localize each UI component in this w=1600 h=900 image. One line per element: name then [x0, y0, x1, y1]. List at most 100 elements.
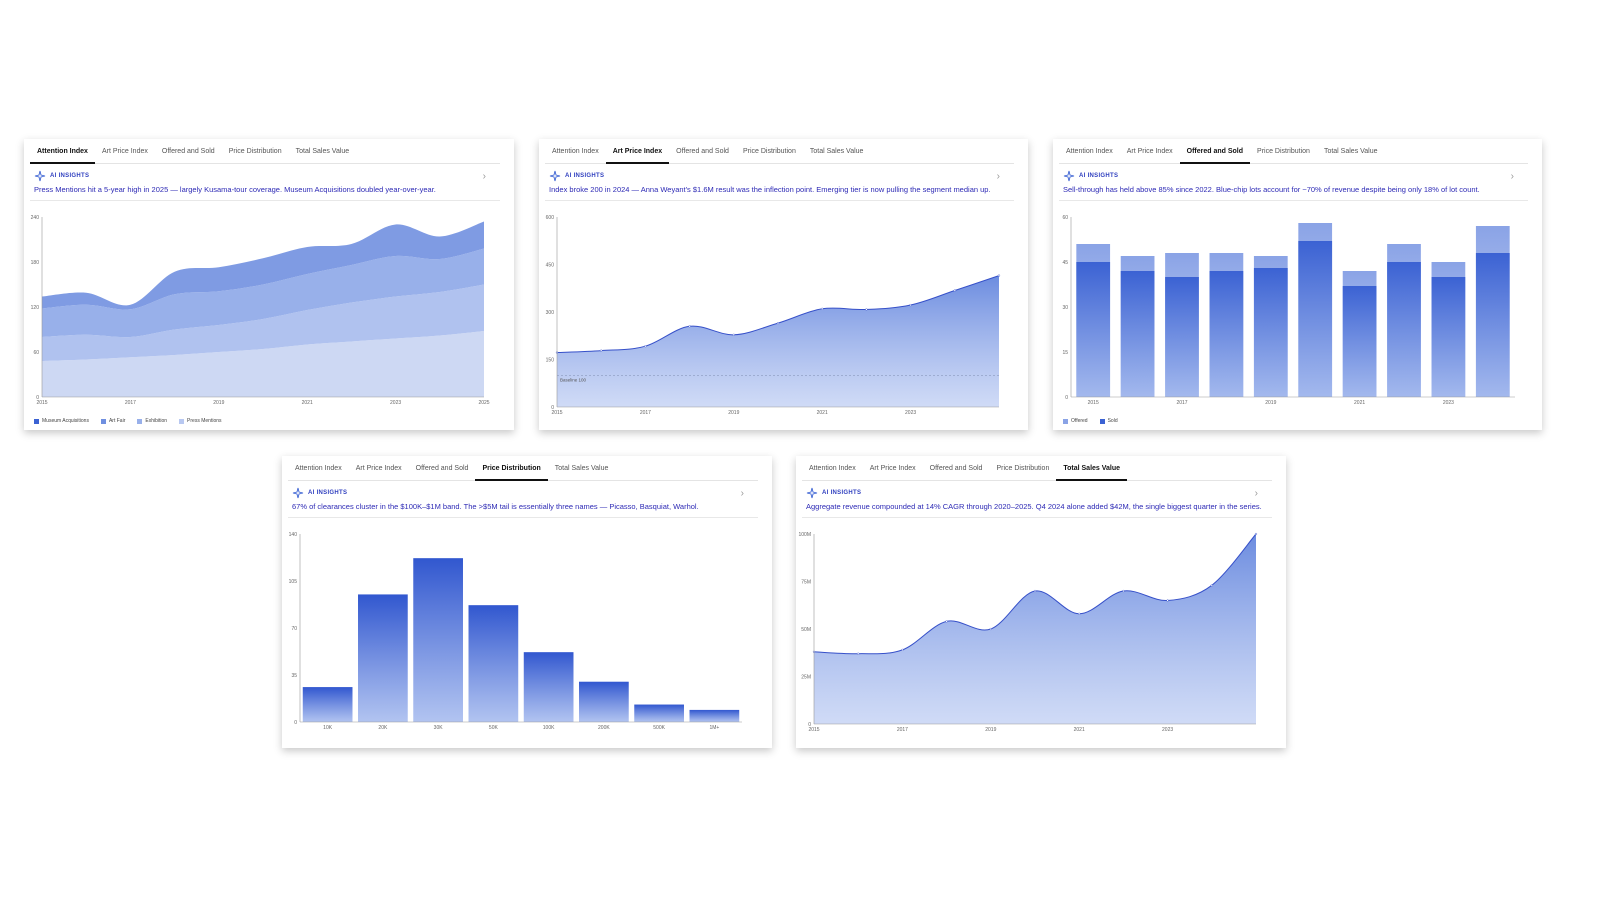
data-point [901, 648, 904, 651]
tab-price-distribution[interactable]: Price Distribution [475, 456, 549, 481]
y-tick-label: 100M [798, 532, 811, 538]
insight-text: 67% of clearances cluster in the $100K–$… [292, 502, 699, 511]
tab-total-sales-value[interactable]: Total Sales Value [1056, 456, 1127, 481]
x-tick-label: 2017 [640, 410, 651, 416]
chevron-right-icon[interactable]: › [1510, 171, 1514, 182]
data-point [1033, 589, 1037, 593]
x-tick-label: 2023 [1162, 727, 1173, 733]
data-point [732, 333, 735, 336]
y-tick-label: 0 [36, 395, 39, 401]
area-fill [557, 275, 999, 407]
y-tick-label: 0 [1065, 395, 1068, 401]
tab-total-sales-value[interactable]: Total Sales Value [295, 148, 350, 155]
legend-item-museum-acquisitions[interactable]: Museum Acquisitions [34, 418, 89, 424]
legend-label: Museum Acquisitions [42, 418, 89, 424]
y-tick-label: 75M [801, 580, 811, 586]
tab-attention-index[interactable]: Attention Index [295, 465, 342, 472]
x-tick-label: 30K [434, 725, 444, 731]
legend-item-sold[interactable]: Sold [1099, 418, 1118, 424]
chevron-right-icon[interactable]: › [482, 171, 486, 182]
tab-art-price-index[interactable]: Art Price Index [869, 465, 916, 472]
data-point [1166, 599, 1169, 602]
legend-item-exhibition[interactable]: Exhibition [137, 418, 167, 424]
legend-item-press-mentions[interactable]: Press Mentions [179, 418, 222, 424]
tab-total-sales-value[interactable]: Total Sales Value [554, 465, 609, 472]
tab-total-sales-value[interactable]: Total Sales Value [1323, 148, 1378, 155]
sparkle-icon [292, 487, 304, 499]
tab-offered-and-sold[interactable]: Offered and Sold [676, 148, 729, 155]
x-tick-label: 2023 [1443, 400, 1454, 406]
data-point [688, 325, 691, 328]
x-tick-label: 2023 [905, 410, 916, 416]
sparkle-icon [1063, 170, 1075, 182]
x-tick-label: 2021 [817, 410, 828, 416]
ai-insight: AI INSIGHTS › Sell-through has held abov… [1059, 168, 1528, 201]
chart-legend: Offered Sold [1063, 418, 1118, 424]
tab-offered-and-sold[interactable]: Offered and Sold [161, 148, 215, 155]
y-tick-label: 140 [289, 532, 298, 538]
chevron-right-icon[interactable]: › [1254, 488, 1258, 499]
tab-art-price-index[interactable]: Art Price Index [1126, 148, 1173, 155]
insight-text: Press Mentions hit a 5-year high in 2025… [34, 185, 436, 194]
sparkle-icon [806, 487, 818, 499]
tab-total-sales-value[interactable]: Total Sales Value [809, 148, 864, 155]
tab-attention-index[interactable]: Attention Index [1066, 148, 1113, 155]
bar-sold [1387, 262, 1421, 397]
series-exhibition [42, 331, 484, 397]
tab-attention-index[interactable]: Attention Index [809, 465, 856, 472]
bar-50k [468, 605, 519, 722]
bar-500k [634, 704, 684, 722]
tab-art-price-index[interactable]: Art Price Index [355, 465, 402, 472]
tab-attention-index[interactable]: Attention Index [552, 148, 599, 155]
chevron-right-icon[interactable]: › [740, 488, 744, 499]
x-tick-label: 1M+ [709, 725, 719, 731]
chevron-right-icon[interactable]: › [996, 171, 1000, 182]
data-point [865, 308, 868, 311]
data-point [1122, 589, 1125, 593]
y-tick-label: 0 [808, 722, 811, 728]
y-tick-label: 15 [1062, 350, 1068, 356]
tab-offered-and-sold[interactable]: Offered and Sold [929, 465, 983, 472]
x-tick-label: 2015 [808, 727, 819, 733]
data-point [1078, 612, 1081, 615]
tab-art-price-index[interactable]: Art Price Index [101, 148, 148, 155]
insight-text: Index broke 200 in 2024 — Anna Weyant's … [549, 185, 991, 194]
bar-sold [1431, 277, 1466, 397]
bar-sold [1253, 268, 1288, 397]
area-chart: Baseline 100 0 150 300 450 600 2015 2017 2019 202… [546, 215, 1001, 416]
x-tick-label: 2021 [1354, 400, 1365, 406]
tab-price-distribution[interactable]: Price Distribution [1257, 148, 1310, 155]
ai-insight: AI INSIGHTS › Aggregate revenue compound… [802, 485, 1272, 518]
tab-art-price-index[interactable]: Art Price Index [605, 139, 670, 164]
y-tick-label: 50M [801, 627, 811, 633]
tab-price-distribution[interactable]: Price Distribution [742, 148, 796, 155]
tab-price-distribution[interactable]: Price Distribution [996, 465, 1050, 472]
tab-offered-and-sold[interactable]: Offered and Sold [415, 465, 469, 472]
x-tick-label: 2017 [1176, 400, 1187, 406]
tab-bar: Attention Index Art Price Index Offered an… [288, 456, 758, 481]
bar-100k [523, 652, 574, 722]
legend-swatch [100, 418, 106, 424]
series-art-fair [42, 284, 484, 361]
stacked-area-chart: 0 60 120 180 240 2015 2017 2019 2021 2023 2025 [31, 215, 490, 406]
tab-attention-index[interactable]: Attention Index [30, 139, 95, 164]
series-press-mentions [42, 221, 484, 310]
histogram-chart: 0 35 70 105 140 10K 20K 30K 50K 100K 200K 500K 1M+ [289, 532, 742, 731]
legend-label: Press Mentions [187, 418, 222, 424]
legend-label: Exhibition [145, 418, 168, 424]
panel-price-distribution: Attention Index Art Price Index Offered an… [282, 456, 772, 748]
sparkle-icon [549, 170, 561, 182]
y-tick-label: 600 [546, 215, 555, 221]
insight-label: AI INSIGHTS [822, 490, 862, 496]
data-point [857, 652, 860, 655]
area-chart: 0 25M 50M 75M 100M 2015 2017 2019 2021 2023 [798, 532, 1258, 733]
x-tick-label: 2015 [36, 400, 47, 406]
legend-label: Sold [1107, 418, 1118, 424]
insight-label: AI INSIGHTS [565, 173, 605, 179]
legend-item-offered[interactable]: Offered [1063, 418, 1088, 424]
tab-offered-and-sold[interactable]: Offered and Sold [1179, 139, 1251, 164]
x-tick-label: 50K [489, 725, 499, 731]
legend-item-art-fair[interactable]: Art Fair [100, 418, 125, 424]
insight-label: AI INSIGHTS [308, 490, 348, 496]
tab-price-distribution[interactable]: Price Distribution [228, 148, 282, 155]
